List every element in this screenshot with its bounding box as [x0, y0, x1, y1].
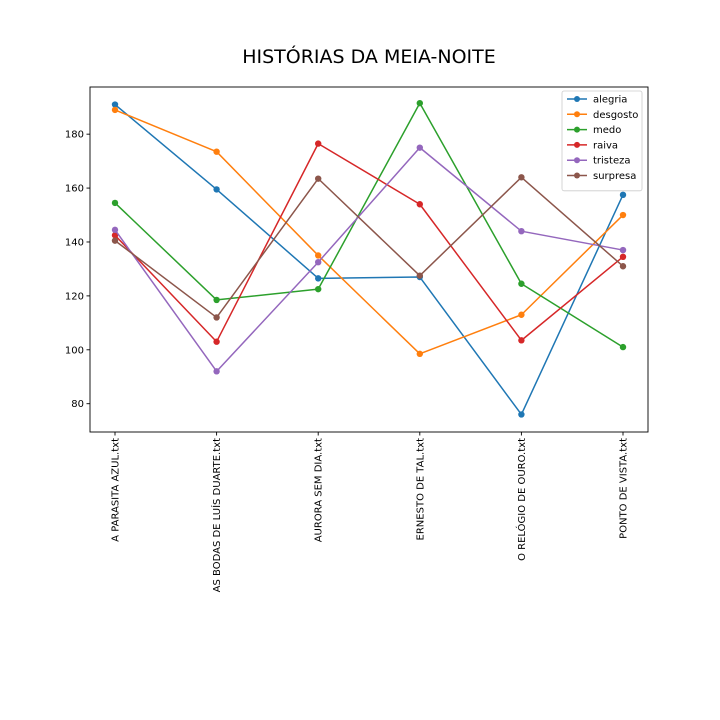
y-tick-label: 140	[65, 237, 84, 248]
data-point-alegria	[111, 101, 119, 108]
data-point-tristeza	[619, 246, 627, 254]
data-point-medo	[213, 296, 220, 304]
series-line-desgosto	[114, 109, 624, 355]
data-point-raiva	[315, 140, 322, 147]
y-tick-label: 160	[65, 184, 84, 195]
legend-box	[561, 90, 643, 192]
data-point-desgosto	[619, 211, 627, 219]
data-point-surpresa	[315, 175, 322, 182]
legend-item-medo: medo	[567, 125, 621, 136]
axes: 80 100 120 140 160 180 A PARASITA AZUL.txt AS B…	[65, 86, 649, 592]
legend-marker	[574, 111, 580, 118]
data-point-tristeza	[518, 227, 525, 235]
data-point-surpresa	[416, 272, 423, 279]
legend-label: medo	[593, 125, 621, 136]
data-point-medo	[619, 343, 627, 351]
legend: alegria desgosto medo raiva tristeza surpresa	[561, 90, 643, 192]
data-point-surpresa	[111, 237, 119, 244]
legend-marker	[574, 172, 580, 179]
x-tick-label: A PARASITA AZUL.txt	[111, 438, 122, 542]
data-point-desgosto	[213, 148, 220, 155]
legend-item-surpresa: surpresa	[567, 171, 636, 182]
data-point-alegria	[213, 186, 220, 193]
legend-marker	[574, 126, 580, 133]
data-point-medo	[315, 285, 322, 293]
data-point-medo	[416, 99, 423, 107]
series-surpresa	[111, 174, 627, 321]
legend-label: raiva	[593, 140, 618, 151]
data-point-alegria	[315, 275, 322, 282]
series-line-alegria	[114, 103, 624, 416]
series-line-tristeza	[114, 146, 624, 373]
series-medo	[111, 99, 627, 351]
series-desgosto	[111, 106, 627, 358]
data-point-desgosto	[416, 350, 423, 358]
data-point-desgosto	[315, 252, 322, 259]
series-tristeza	[111, 144, 627, 375]
data-point-desgosto	[518, 311, 525, 318]
data-point-surpresa	[213, 314, 220, 321]
legend-item-alegria: alegria	[567, 95, 627, 106]
data-point-tristeza	[315, 258, 322, 266]
data-point-raiva	[213, 338, 220, 345]
legend-marker	[574, 141, 580, 148]
legend-item-tristeza: tristeza	[567, 156, 630, 167]
plot-area	[111, 99, 627, 418]
data-point-alegria	[619, 191, 627, 199]
legend-item-desgosto: desgosto	[567, 110, 638, 121]
data-point-tristeza	[416, 144, 423, 151]
y-tick-label: 120	[65, 291, 84, 302]
data-point-raiva	[416, 201, 423, 208]
data-point-tristeza	[111, 226, 119, 234]
series-line-surpresa	[114, 176, 624, 319]
legend-marker	[574, 96, 580, 102]
data-point-tristeza	[213, 368, 220, 375]
data-point-raiva	[111, 232, 119, 239]
data-point-medo	[111, 199, 119, 207]
x-tick-label: O RELÓGIO DE OURO.txt	[515, 438, 528, 561]
y-tick-label: 100	[65, 345, 84, 356]
legend-item-raiva: raiva	[567, 140, 618, 151]
chart-title: HISTÓRIAS DA MEIA-NOITE	[242, 44, 496, 68]
series-line-raiva	[114, 142, 624, 343]
x-tick-label: ERNESTO DE TAL.txt	[415, 438, 426, 541]
x-tick-label: AS BODAS DE LUÍS DUARTE.txt	[210, 438, 223, 592]
series-alegria	[111, 101, 627, 418]
data-point-surpresa	[518, 174, 525, 181]
axes-frame	[89, 86, 649, 433]
data-point-medo	[518, 280, 525, 287]
data-point-desgosto	[111, 106, 119, 114]
legend-label: desgosto	[593, 110, 638, 121]
x-tick-label: PONTO DE VISTA.txt	[619, 438, 630, 539]
series-raiva	[111, 140, 627, 345]
data-point-raiva	[518, 337, 525, 344]
legend-marker	[574, 157, 580, 164]
legend-label: alegria	[593, 95, 627, 106]
y-tick-label: 80	[71, 399, 84, 410]
data-point-surpresa	[619, 263, 627, 270]
data-point-raiva	[619, 253, 627, 261]
legend-label: surpresa	[593, 171, 636, 182]
legend-label: tristeza	[593, 156, 630, 167]
x-tick-label: AURORA SEM DIA.txt	[314, 438, 325, 542]
y-tick-label: 180	[65, 130, 84, 141]
series-line-medo	[114, 102, 624, 348]
data-point-alegria	[518, 411, 525, 418]
